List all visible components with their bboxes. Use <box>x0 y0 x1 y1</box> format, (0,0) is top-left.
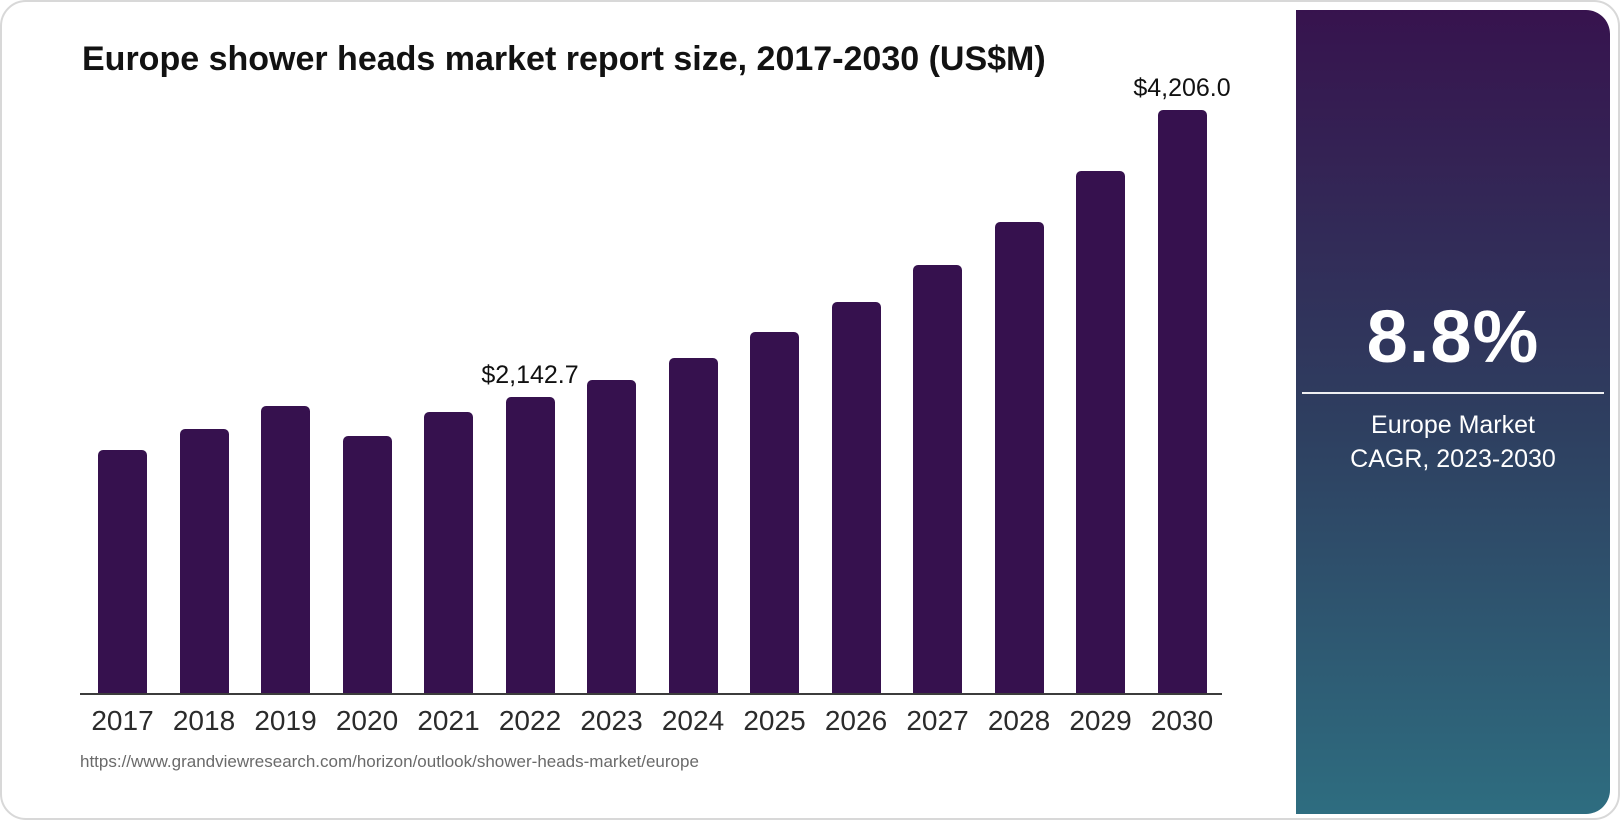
x-tick-2019: 2019 <box>254 705 317 736</box>
x-tick-2017: 2017 <box>91 705 154 736</box>
bar-2025 <box>750 332 799 695</box>
cagr-panel: 8.8% Europe Market CAGR, 2023-2030 <box>1296 10 1610 814</box>
x-tick-2026: 2026 <box>824 705 888 736</box>
bar-2030 <box>1157 110 1207 695</box>
x-tick-2023: 2023 <box>580 705 643 736</box>
value-label-2030: $4,206.0 <box>1133 74 1231 102</box>
cagr-panel-content: 8.8% Europe Market CAGR, 2023-2030 <box>1296 298 1610 477</box>
cagr-divider <box>1302 391 1604 394</box>
x-tick-2022: 2022 <box>498 705 562 736</box>
bar-2027 <box>913 265 962 695</box>
cagr-value: 8.8% <box>1366 295 1540 378</box>
source-url: https://www.grandviewresearch.com/horizo… <box>80 752 699 771</box>
x-tick-2028: 2028 <box>987 705 1051 736</box>
bar-2021 <box>424 412 473 695</box>
x-tick-2024: 2024 <box>661 705 725 736</box>
x-tick-2029: 2029 <box>1069 705 1132 736</box>
x-tick-2021: 2021 <box>417 705 480 736</box>
x-axis-tick-labels: 2017 2018 2019 2020 2021 2022 2023 2024 2025 2026… <box>80 705 1222 739</box>
value-label-2022: $2,142.7 <box>481 360 579 389</box>
bar-2028 <box>994 222 1044 695</box>
x-tick-2025: 2025 <box>743 705 806 736</box>
bar-2019 <box>261 406 310 695</box>
chart-title: Europe shower heads market report size, … <box>82 40 1046 78</box>
bar-2020 <box>342 436 392 695</box>
bar-2023 <box>587 379 636 695</box>
bar-chart-plot-area: $2,142.7 $4,206.0 <box>80 74 1231 695</box>
cagr-label-line1: Europe Market <box>1371 410 1535 439</box>
bar-2024 <box>668 357 718 695</box>
x-tick-2020: 2020 <box>335 705 399 736</box>
cagr-label-line2: CAGR, 2023-2030 <box>1350 445 1556 474</box>
bar-2029 <box>1076 170 1125 695</box>
bar-2017 <box>98 449 147 695</box>
x-tick-2018: 2018 <box>172 705 236 736</box>
x-axis-line <box>80 693 1222 695</box>
x-tick-2027: 2027 <box>906 705 969 736</box>
x-tick-2030: 2030 <box>1150 705 1214 736</box>
bar-2026 <box>831 301 881 695</box>
bar-2022 <box>505 397 555 695</box>
bar-2018 <box>179 429 229 695</box>
